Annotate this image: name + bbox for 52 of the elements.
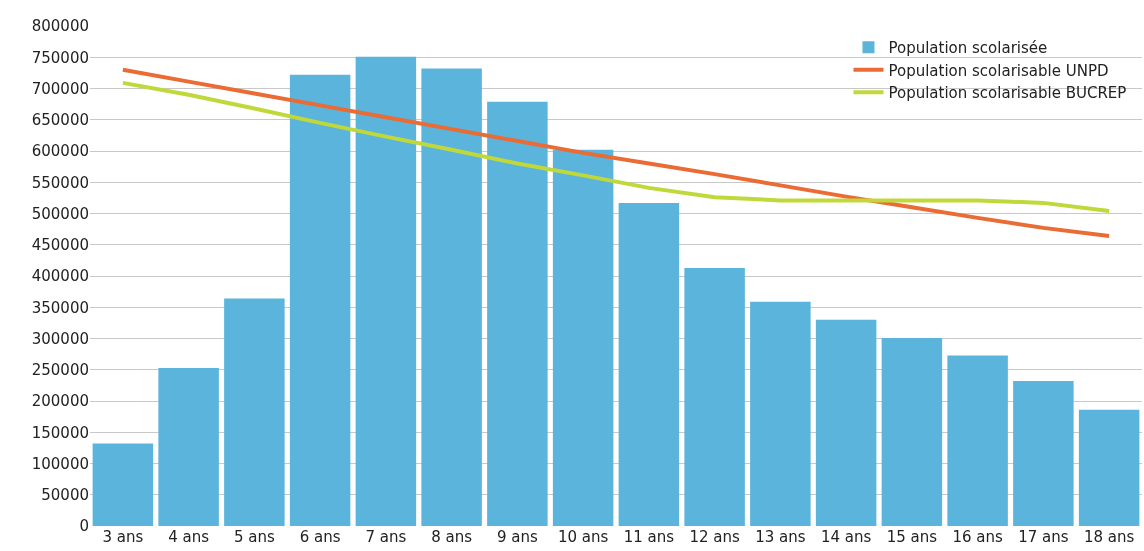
y-tick-label: 150000 [31, 423, 89, 442]
y-tick-label: 350000 [31, 298, 89, 317]
y-tick-label: 400000 [31, 267, 89, 286]
y-tick-label: 600000 [31, 142, 89, 161]
y-tick-label: 700000 [31, 79, 89, 98]
x-tick-label: 11 ans [623, 528, 675, 546]
bar [1078, 409, 1140, 526]
y-tick-label: 450000 [31, 236, 89, 254]
x-tick-label: 18 ans [1083, 528, 1135, 546]
y-tick-label: 100000 [31, 454, 89, 473]
bar [92, 443, 154, 526]
legend-label: Population scolarisable BUCREP [888, 84, 1127, 103]
bar [1013, 381, 1074, 526]
bar [224, 298, 285, 526]
bar [552, 149, 614, 526]
bar [487, 101, 548, 526]
x-tick-label: 3 ans [102, 528, 144, 546]
x-tick-label: 10 ans [557, 528, 609, 546]
bar [881, 337, 943, 526]
x-tick-label: 14 ans [820, 528, 872, 546]
bar [750, 301, 811, 526]
x-tick-label: 6 ans [299, 528, 341, 546]
bar [815, 319, 877, 526]
bar [158, 367, 219, 526]
y-tick-label: 250000 [31, 361, 89, 379]
x-tick-label: 4 ans [168, 528, 210, 546]
y-tick-label: 200000 [31, 392, 89, 411]
y-tick-label: 50000 [41, 486, 89, 504]
bar [421, 68, 482, 526]
legend-label: Population scolarisée [888, 39, 1048, 58]
y-tick-label: 650000 [31, 111, 89, 129]
x-tick-label: 17 ans [1018, 528, 1069, 546]
x-tick-label: 5 ans [233, 528, 275, 546]
y-tick-label: 0 [79, 517, 89, 536]
x-tick-label: 9 ans [496, 528, 538, 546]
y-tick-label: 500000 [31, 204, 89, 223]
y-tick-label: 750000 [31, 48, 89, 67]
y-tick-label: 800000 [31, 17, 89, 36]
bar [289, 74, 351, 526]
x-tick-label: 15 ans [886, 528, 938, 546]
bar [947, 355, 1008, 526]
x-tick-label: 13 ans [755, 528, 806, 546]
x-tick-label: 7 ans [365, 528, 407, 546]
bar [618, 202, 680, 526]
x-tick-label: 8 ans [431, 528, 473, 546]
y-tick-label: 550000 [31, 173, 89, 192]
x-tick-label: 16 ans [952, 528, 1003, 546]
x-tick-label: 12 ans [689, 528, 740, 546]
bar [684, 267, 745, 526]
bar [355, 56, 417, 526]
legend-label: Population scolarisable UNPD [888, 61, 1109, 80]
y-tick-label: 300000 [31, 329, 89, 348]
